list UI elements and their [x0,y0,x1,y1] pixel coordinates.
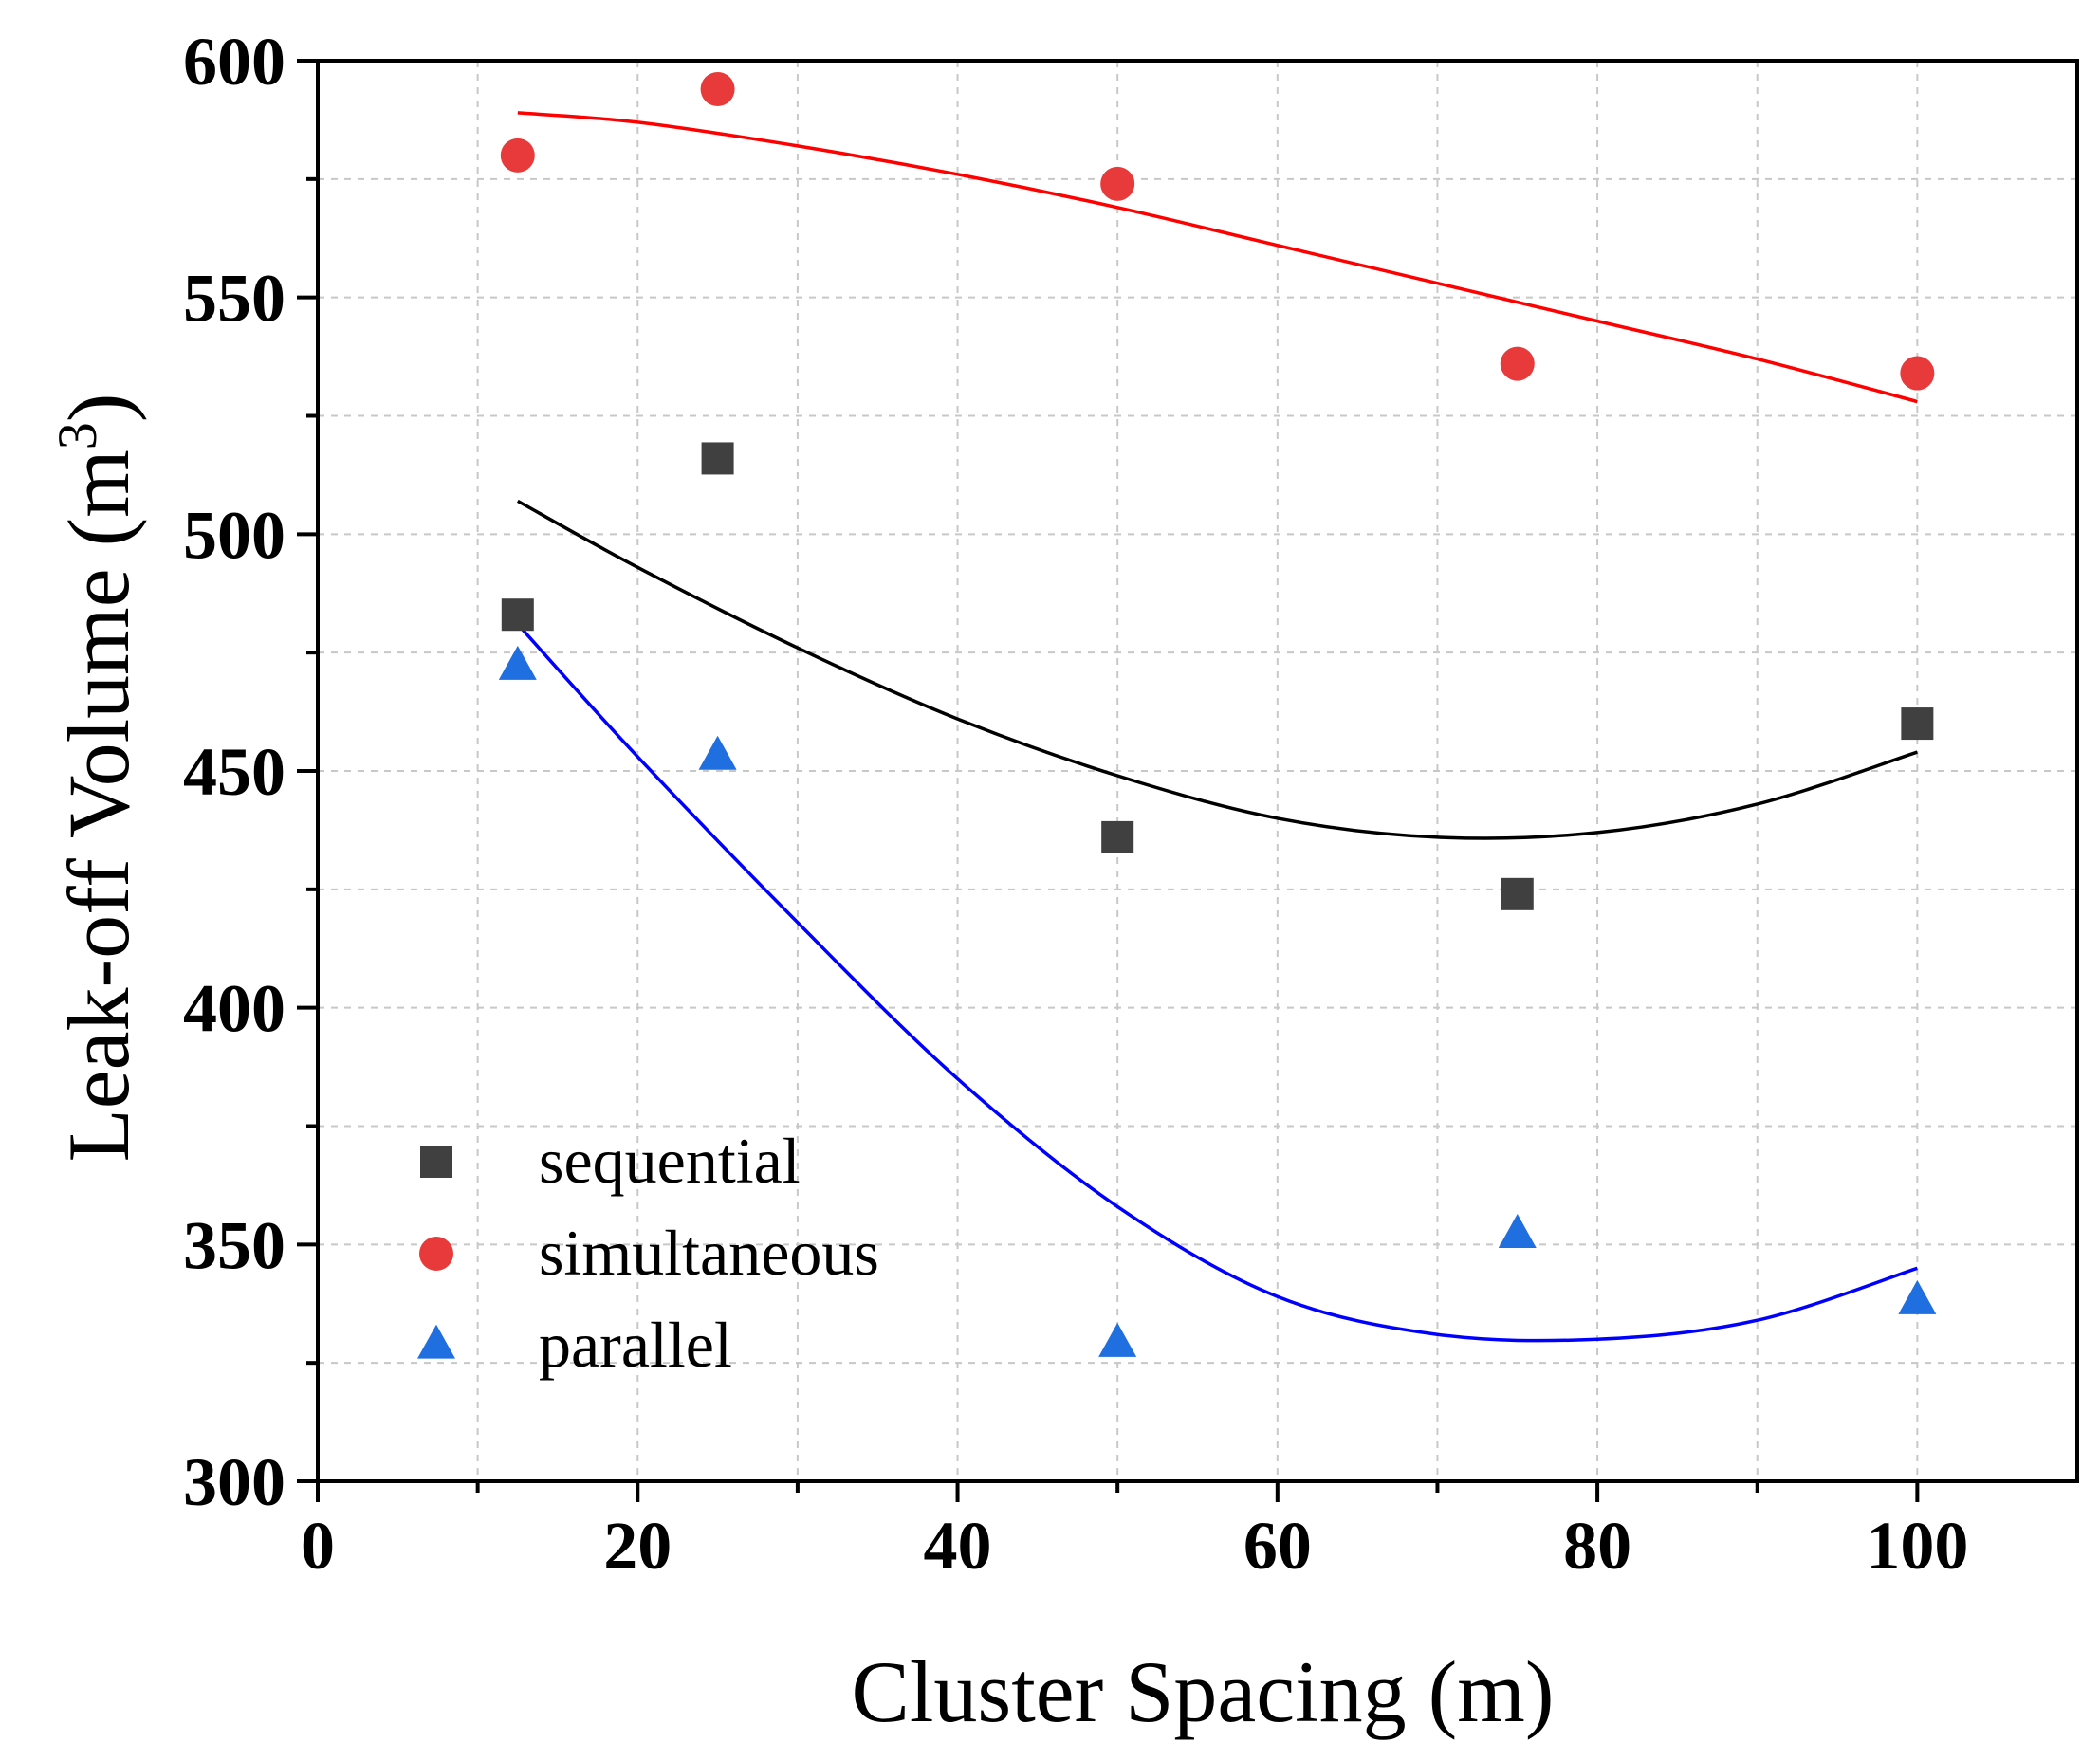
data-point-simultaneous [700,71,735,106]
data-point-simultaneous [1500,346,1535,381]
data-point-parallel [698,735,737,770]
x-tick-label: 60 [1243,1508,1312,1584]
data-point-simultaneous [500,138,535,173]
legend-label-parallel: parallel [539,1309,732,1381]
data-point-parallel [1098,1322,1137,1357]
y-tick-label: 400 [183,971,286,1047]
data-point-simultaneous [1100,166,1135,201]
y-tick-label: 600 [183,24,286,100]
y-axis-title-close: ) [50,394,147,423]
y-axis-title-superscript: 3 [46,422,108,449]
y-tick-label: 450 [183,734,286,810]
x-tick-label: 0 [301,1508,335,1584]
legend-marker-simultaneous [419,1237,453,1271]
legend: sequential simultaneous parallel [417,1125,879,1381]
fit-curves [516,111,1918,1343]
y-tick-label: 500 [183,497,286,573]
legend-label-sequential: sequential [539,1125,801,1197]
y-axis-title-main: Leak-off Volume (m [50,449,147,1162]
y-axis-title: Leak-off Volume (m3) [46,394,147,1163]
data-point-parallel [498,645,537,680]
fit-curve-simultaneous [517,111,1918,404]
data-point-sequential [1501,877,1534,910]
grid-layer [318,61,2077,1481]
legend-marker-parallel [417,1324,455,1359]
legend-label-simultaneous: simultaneous [539,1217,879,1289]
x-tick-label: 80 [1563,1508,1631,1584]
data-point-parallel [1898,1279,1937,1314]
x-axis-title: Cluster Spacing (m) [852,1643,1555,1740]
data-point-sequential [1901,707,1934,741]
x-tick-labels: 0 20 40 60 80 100 [301,1508,1968,1584]
x-tick-label: 40 [924,1508,992,1584]
y-tick-label: 550 [183,261,286,337]
axis-ticks [297,59,1920,1502]
data-point-sequential [501,598,534,632]
fit-curve-sequential [516,499,1918,840]
y-tick-label: 300 [183,1444,286,1520]
data-points [498,71,1937,1357]
y-tick-labels: 300 350 400 450 500 550 600 [183,24,286,1520]
data-point-sequential [701,442,734,475]
data-point-parallel [1498,1214,1537,1249]
data-point-sequential [1101,820,1134,853]
x-tick-label: 20 [603,1508,672,1584]
fit-curve-parallel [516,623,1918,1343]
legend-marker-sequential [420,1146,452,1178]
y-tick-label: 350 [183,1207,286,1283]
x-tick-label: 100 [1866,1508,1968,1584]
data-point-simultaneous [1900,356,1935,391]
